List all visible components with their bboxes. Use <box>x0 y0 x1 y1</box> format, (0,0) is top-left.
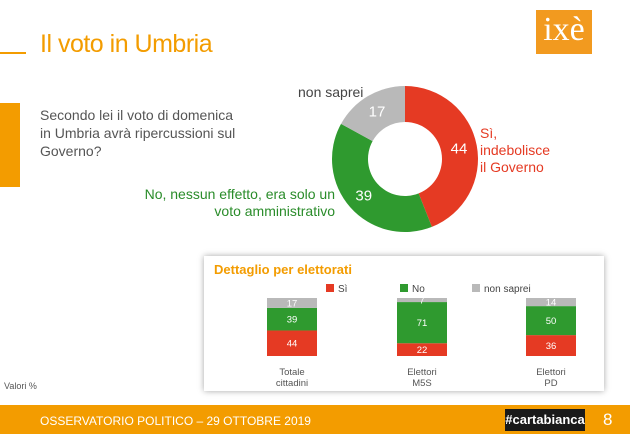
slice-value-no: 39 <box>355 187 372 204</box>
bar-value-m5s-non-saprei: 7 <box>419 296 424 307</box>
bar-pd-si <box>526 335 576 356</box>
bar-m5s-non-saprei <box>397 298 447 303</box>
category-pd: Elettori PD <box>516 367 586 389</box>
title-underline <box>0 52 26 54</box>
ixe-logo: ixè <box>536 10 592 54</box>
legend-non-saprei-label: non saprei <box>484 284 531 295</box>
label-no-line2: voto amministrativo <box>214 203 335 219</box>
category-totale-line2: cittadini <box>275 378 309 389</box>
category-totale-line1: Totale <box>279 367 305 378</box>
category-m5s: Elettori M5S <box>387 367 457 389</box>
legend-no: No <box>400 284 425 295</box>
legend-si-swatch <box>326 284 334 292</box>
label-si-line3: il Governo <box>480 159 544 175</box>
slice-value-non-saprei: 17 <box>369 104 386 121</box>
slice-no <box>332 123 432 233</box>
category-pd-line1: Elettori <box>536 367 566 378</box>
page-number: 8 <box>603 410 613 429</box>
legend-si: Sì <box>326 284 347 295</box>
stacked-bar-chart: 44 39 17 22 71 7 36 50 14 <box>267 296 576 356</box>
page-title: Il voto in Umbria <box>40 30 213 58</box>
category-totale: Totale cittadini <box>257 367 327 389</box>
legend-no-label: No <box>412 284 425 295</box>
label-si-line1: Sì, <box>480 125 498 141</box>
category-m5s-line1: Elettori <box>407 367 437 378</box>
bar-value-totale-si: 44 <box>287 339 298 350</box>
detail-title: Dettaglio per elettorati <box>214 262 352 277</box>
label-no: No, nessun effetto, era solo un voto amm… <box>125 186 335 220</box>
legend-no-swatch <box>400 284 408 292</box>
bar-value-pd-si: 36 <box>546 341 557 352</box>
bar-totale-si <box>267 330 317 356</box>
values-note: Valori % <box>4 381 37 391</box>
footer-bar: OSSERVATORIO POLITICO – 29 OTTOBRE 2019 … <box>0 405 630 434</box>
bar-value-pd-no: 50 <box>546 316 557 327</box>
accent-bar <box>0 103 20 187</box>
slice-non-saprei <box>341 86 405 142</box>
label-si: Sì, indebolisce il Governo <box>480 125 560 176</box>
slice-value-si: 44 <box>451 141 468 158</box>
detail-panel: Dettaglio per elettorati Sì No non sapre… <box>204 256 604 391</box>
category-m5s-line2: M5S <box>412 378 432 389</box>
brand-badge: #cartabianca <box>505 409 585 431</box>
bar-value-m5s-no: 71 <box>417 318 428 329</box>
label-si-line2: indebolisce <box>480 142 551 158</box>
bar-m5s-si <box>397 343 447 356</box>
legend-non-saprei-swatch <box>472 284 480 292</box>
legend-non-saprei: non saprei <box>472 284 531 295</box>
bar-pd-non-saprei <box>526 298 576 307</box>
bar-pd-no <box>526 306 576 336</box>
footer-text: OSSERVATORIO POLITICO – 29 OTTOBRE 2019 <box>40 414 311 428</box>
survey-question: Secondo lei il voto di domenica in Umbri… <box>40 107 236 159</box>
bar-totale-non-saprei <box>267 298 317 308</box>
label-no-line1: No, nessun effetto, era solo un <box>144 186 335 202</box>
category-pd-line2: PD <box>544 378 558 389</box>
bar-value-m5s-si: 22 <box>417 345 428 356</box>
bar-totale-no <box>267 307 317 331</box>
bar-m5s-no <box>397 302 447 344</box>
legend-si-label: Sì <box>338 284 348 295</box>
bar-value-totale-non-saprei: 17 <box>287 298 298 309</box>
bar-value-totale-no: 39 <box>287 315 298 326</box>
slice-si <box>405 86 478 227</box>
donut-chart: 44 39 17 <box>332 86 478 233</box>
bar-value-pd-non-saprei: 14 <box>546 298 557 309</box>
label-non-saprei: non saprei <box>298 84 364 100</box>
